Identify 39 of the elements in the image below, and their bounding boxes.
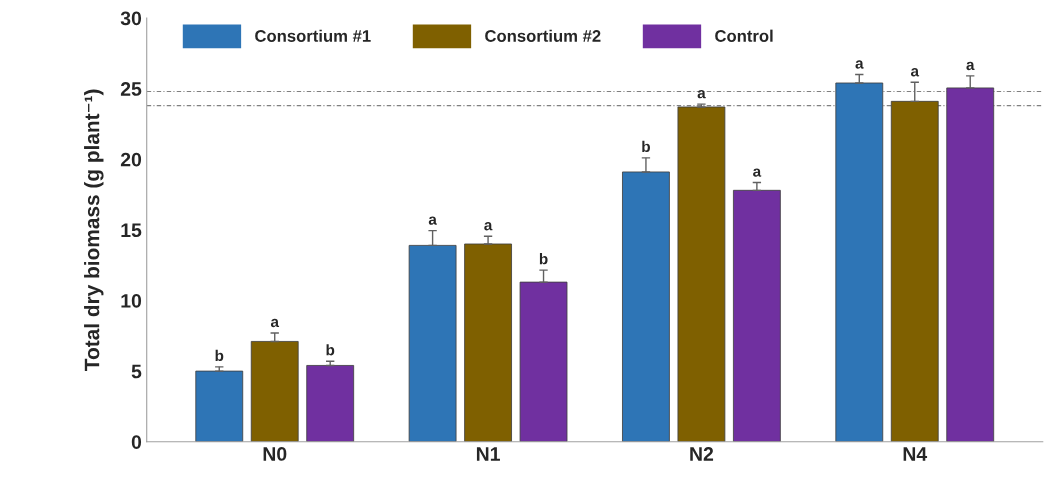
data-label: a bbox=[428, 216, 437, 225]
legend-label: Control bbox=[715, 29, 773, 42]
bar bbox=[306, 365, 355, 442]
y-tick-label: 15 bbox=[121, 223, 142, 238]
y-tick-label: 30 bbox=[120, 11, 142, 26]
y-tick-label: 0 bbox=[131, 435, 142, 449]
data-label: a bbox=[697, 90, 706, 99]
y-tick-label: 25 bbox=[120, 82, 142, 96]
bar bbox=[622, 171, 670, 442]
legend-label: Consortium #1 bbox=[255, 29, 371, 42]
bar bbox=[464, 243, 512, 442]
legend-label: Consortium #2 bbox=[485, 29, 601, 42]
bar bbox=[732, 189, 781, 442]
bar bbox=[890, 100, 939, 442]
x-tick-label: N2 bbox=[690, 447, 714, 461]
bar bbox=[946, 87, 995, 442]
bar bbox=[195, 370, 244, 442]
data-label: a bbox=[855, 60, 864, 69]
bar bbox=[519, 281, 568, 442]
x-tick-label: N1 bbox=[476, 447, 500, 461]
data-label: a bbox=[270, 318, 280, 328]
x-tick-label: N4 bbox=[903, 447, 928, 461]
data-label: a bbox=[910, 68, 920, 77]
bar bbox=[835, 82, 884, 442]
data-label: a bbox=[484, 222, 493, 231]
y-tick-label: 5 bbox=[131, 364, 142, 379]
y-tick-label: 20 bbox=[120, 152, 142, 167]
data-label: b bbox=[539, 253, 548, 265]
data-label: a bbox=[966, 61, 975, 71]
y-axis-title: Total dry biomass (g plant⁻¹) bbox=[84, 89, 104, 371]
data-label: b bbox=[215, 349, 224, 362]
data-label: b bbox=[326, 344, 335, 356]
x-tick-label: N0 bbox=[263, 447, 287, 461]
data-label: b bbox=[642, 140, 650, 153]
bar bbox=[250, 341, 299, 442]
bar bbox=[408, 244, 457, 442]
bar bbox=[677, 106, 726, 442]
data-label: a bbox=[753, 168, 762, 177]
y-tick-label: 10 bbox=[121, 293, 142, 308]
